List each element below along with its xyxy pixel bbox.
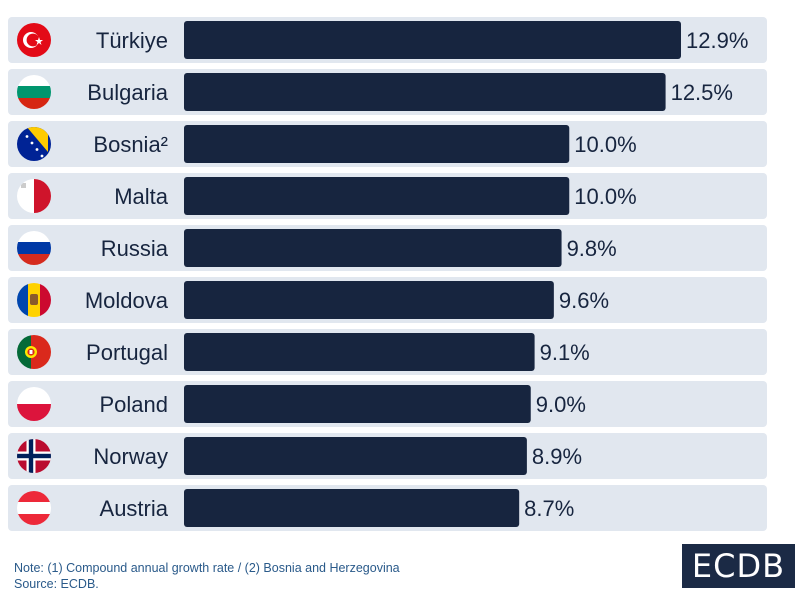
chart-row: Poland 9.0%: [8, 381, 767, 427]
category-label: Moldova: [85, 288, 169, 313]
malta-flag: [17, 179, 51, 213]
category-label: Malta: [114, 184, 169, 209]
value-label: 12.9%: [686, 28, 748, 53]
bulgaria-flag: [17, 75, 51, 109]
portugal-flag: [17, 335, 51, 369]
value-label: 10.0%: [574, 132, 636, 157]
value-label: 9.8%: [567, 236, 617, 261]
bar: [184, 385, 531, 423]
bar: [184, 177, 570, 215]
chart-row: Türkiye 12.9%: [8, 17, 767, 63]
ecdb-logo: ECDB: [682, 544, 795, 588]
category-label: Norway: [93, 444, 168, 469]
value-label: 9.6%: [559, 288, 609, 313]
category-label: Russia: [101, 236, 169, 261]
chart-row: Moldova 9.6%: [8, 277, 767, 323]
chart-row: Portugal 9.1%: [8, 329, 767, 375]
norway-flag: [17, 439, 51, 473]
category-label: Austria: [100, 496, 169, 521]
bar: [184, 21, 681, 59]
bar: [184, 229, 562, 267]
bar: [184, 437, 527, 475]
bar: [184, 489, 520, 527]
value-label: 8.7%: [524, 496, 574, 521]
category-label: Portugal: [86, 340, 168, 365]
bar: [184, 333, 535, 371]
category-label: Poland: [99, 392, 168, 417]
value-label: 10.0%: [574, 184, 636, 209]
turkey-flag: [17, 23, 51, 57]
value-label: 8.9%: [532, 444, 582, 469]
bar: [184, 125, 570, 163]
value-label: 12.5%: [671, 80, 733, 105]
category-label: Türkiye: [96, 28, 168, 53]
chart-row: Bosnia² 10.0%: [8, 121, 767, 167]
chart-row: Malta 10.0%: [8, 173, 767, 219]
chart-row: Russia 9.8%: [8, 225, 767, 271]
bosnia-flag: [17, 127, 51, 161]
austria-flag: [17, 491, 51, 525]
chart-row: Norway 8.9%: [8, 433, 767, 479]
footer-note: Note: (1) Compound annual growth rate / …: [14, 560, 400, 592]
value-label: 9.1%: [540, 340, 590, 365]
chart-row: Austria 8.7%: [8, 485, 767, 531]
note-text: Note: (1) Compound annual growth rate / …: [14, 561, 400, 575]
russia-flag: [17, 231, 51, 265]
category-label: Bosnia²: [93, 132, 168, 157]
poland-flag: [17, 387, 51, 421]
bar: [184, 281, 554, 319]
moldova-flag: [17, 283, 51, 317]
bar-chart: Türkiye 12.9%Bulgaria 12.5%Bosnia² 10.0%Mal…: [8, 17, 767, 531]
category-label: Bulgaria: [87, 80, 168, 105]
chart-row: Bulgaria 12.5%: [8, 69, 767, 115]
source-text: Source: ECDB.: [14, 577, 99, 591]
value-label: 9.0%: [536, 392, 586, 417]
bar: [184, 73, 666, 111]
